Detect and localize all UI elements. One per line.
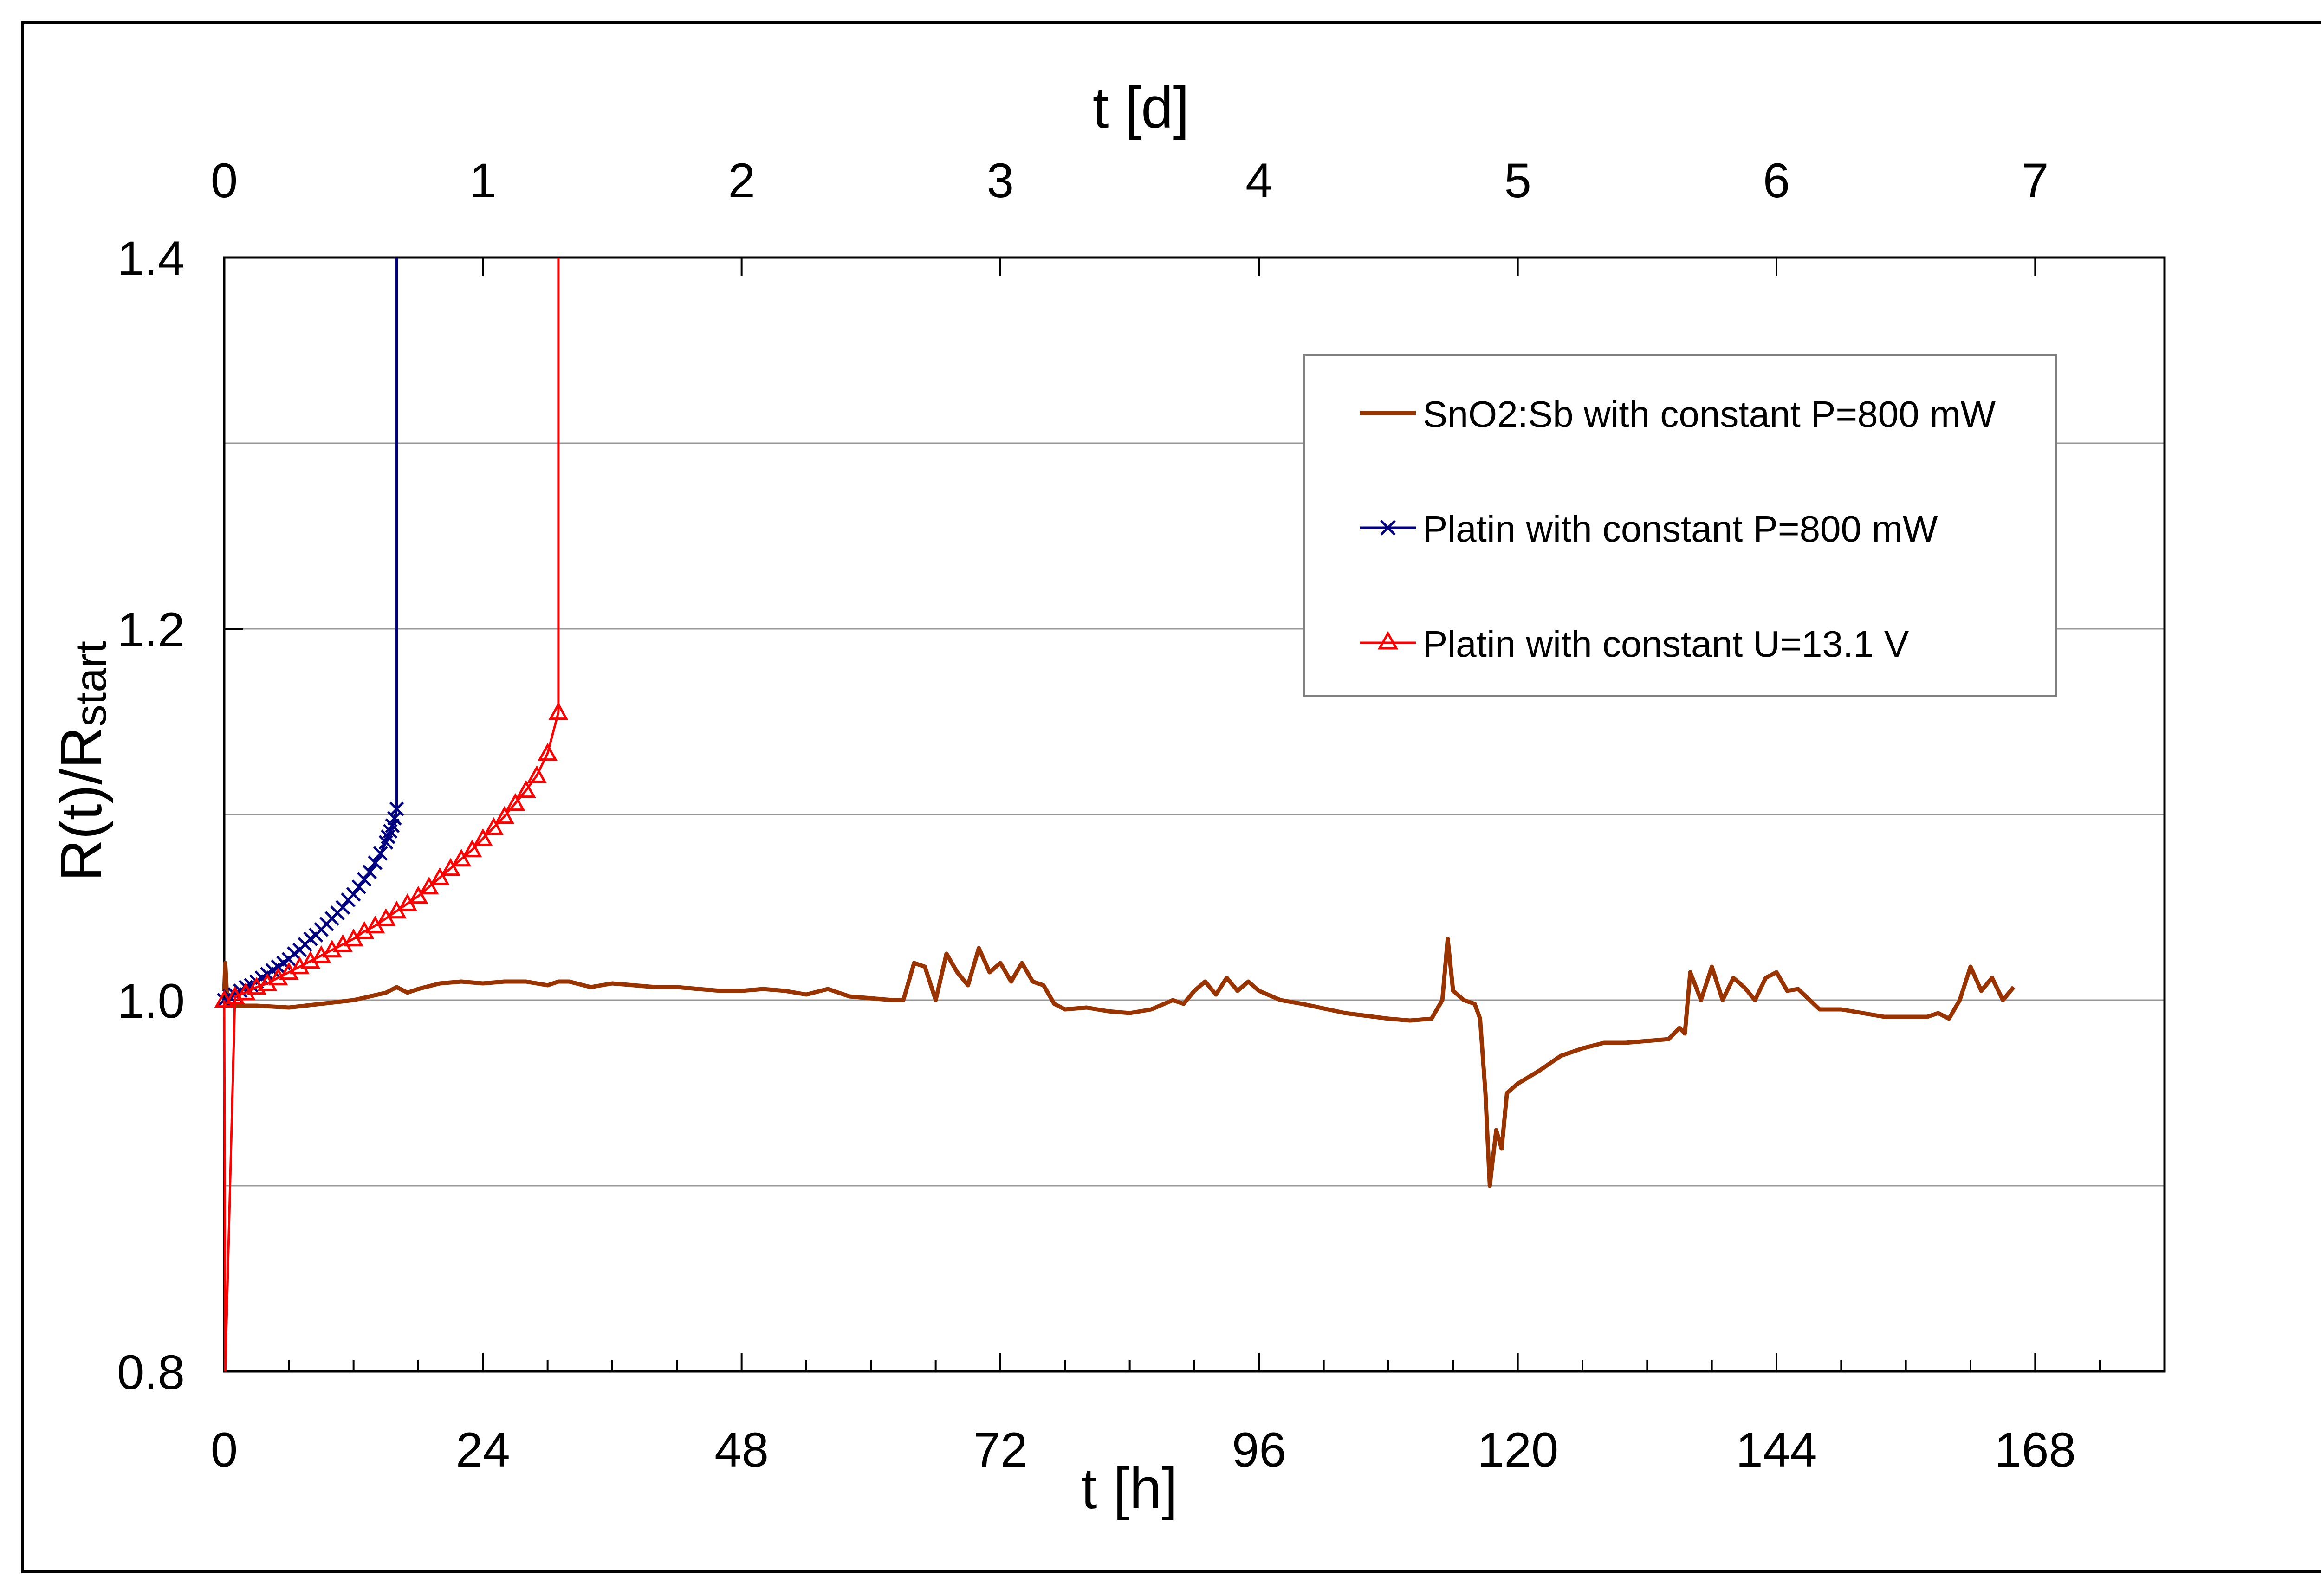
legend-box	[1303, 354, 2057, 697]
y-axis-title-main: R(t)/R	[49, 727, 114, 881]
y-tick-label: 1.0	[117, 974, 185, 1028]
top-tick-labels: 0 1 2 3 4 5 6 7	[211, 154, 2049, 208]
legend-item-platin-u: Platin with constant U=13.1 V	[1360, 623, 1909, 665]
top-tick-label: 0	[211, 154, 238, 208]
series-line-sno2	[222, 937, 2016, 1188]
x-tick-label: 144	[1736, 1423, 1817, 1477]
legend-marker-platin-p	[1380, 520, 1396, 536]
data-point-platin-u	[516, 780, 536, 798]
legend-label-platin-p: Platin with constant P=800 mW	[1423, 508, 1938, 549]
x-tick-label: 24	[456, 1423, 510, 1477]
x-tick-label: 120	[1477, 1423, 1558, 1477]
data-point-platin-u	[505, 793, 525, 811]
data-point-platin-u	[494, 806, 515, 824]
bottom-tick-labels: 0 24 48 72 96 120 144 168	[211, 1423, 2076, 1477]
data-point-platin-p	[357, 872, 372, 887]
data-point-platin-p	[335, 900, 350, 915]
data-point-platin-p	[368, 855, 383, 870]
x-axis-title-top: t [d]	[1093, 76, 1189, 140]
legend-marker-platin-u	[1377, 631, 1399, 650]
legend-item-platin-p: Platin with constant P=800 mW	[1360, 508, 1938, 549]
legend-label-sno2: SnO2:Sb with constant P=800 mW	[1423, 394, 1996, 435]
legend: SnO2:Sb with constant P=800 mW Platin wi…	[1303, 354, 2057, 697]
x-tick-label: 0	[211, 1423, 238, 1477]
legend-label-platin-u: Platin with constant U=13.1 V	[1423, 623, 1909, 665]
x-tick-label: 48	[714, 1423, 769, 1477]
series-layer	[214, 258, 2016, 1372]
data-point-platin-p	[346, 887, 361, 902]
y-axis-title-sub: start	[66, 641, 116, 727]
top-tick-label: 7	[2022, 154, 2049, 208]
data-point-platin-p	[351, 879, 367, 894]
data-point-platin-u	[527, 765, 547, 783]
x-axis-title-bottom: t [h]	[1081, 1456, 1178, 1521]
top-tick-label: 4	[1245, 154, 1272, 208]
outer-border	[21, 21, 2321, 1573]
top-tick-label: 6	[1763, 154, 1790, 208]
data-point-platin-u	[462, 839, 482, 858]
x-tick-label: 96	[1232, 1423, 1286, 1477]
top-tick-label: 2	[728, 154, 755, 208]
legend-item-sno2: SnO2:Sb with constant P=800 mW	[1360, 394, 1996, 435]
y-tick-label: 0.8	[117, 1345, 185, 1400]
x-tick-label: 168	[1995, 1423, 2076, 1477]
data-point-platin-u	[548, 702, 569, 720]
y-tick-label: 1.4	[117, 232, 185, 286]
y-axis-title: R(t)/Rstart	[49, 641, 116, 881]
data-point-platin-p	[373, 846, 388, 861]
y-tick-labels: 0.8 1.0 1.2 1.4	[117, 232, 185, 1400]
y-tick-label: 1.2	[117, 603, 185, 657]
data-point-platin-u	[441, 858, 460, 876]
data-point-platin-p	[362, 865, 377, 879]
top-tick-label: 3	[987, 154, 1014, 208]
data-point-platin-u	[484, 817, 504, 835]
x-tick-label: 72	[973, 1423, 1028, 1477]
data-point-platin-u	[538, 743, 558, 761]
top-tick-label: 5	[1504, 154, 1531, 208]
data-point-platin-u	[419, 876, 439, 895]
data-point-platin-u	[451, 848, 472, 867]
axis-ticks	[223, 257, 2165, 1372]
data-point-platin-u	[430, 867, 450, 885]
data-point-platin-u	[408, 885, 428, 904]
data-point-platin-u	[473, 828, 493, 846]
top-tick-label: 1	[469, 154, 496, 208]
data-point-platin-p	[389, 801, 404, 816]
